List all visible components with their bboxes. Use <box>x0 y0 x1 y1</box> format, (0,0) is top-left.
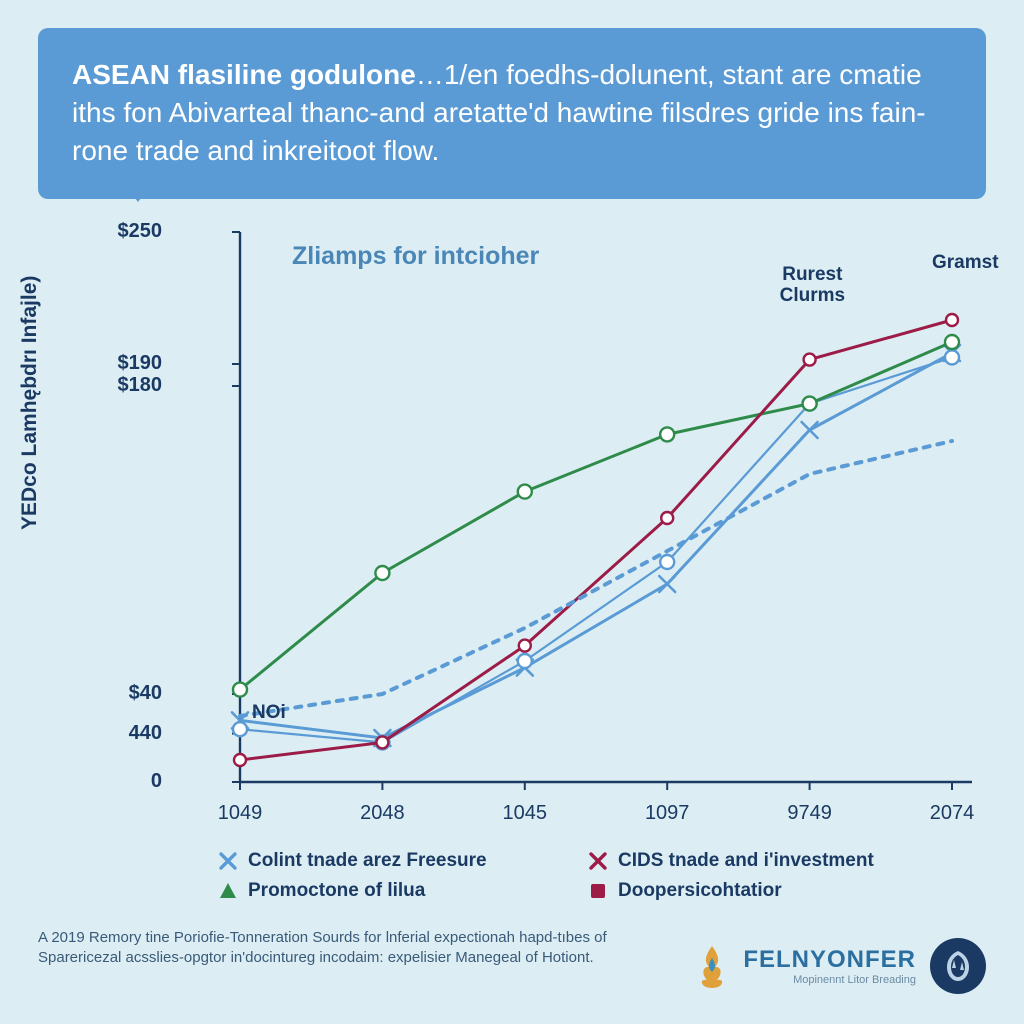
logo-sub: Mopinennt Litor Breading <box>743 974 916 986</box>
legend-label: CIDS tnade and i'investment <box>618 850 874 872</box>
logo-badge-icon <box>930 938 986 994</box>
logo-block: FELNYONFER Mopinennt Litor Breading <box>695 938 986 994</box>
footnote-text: A 2019 Remory tine Poriofie-Tonneration … <box>38 928 638 969</box>
legend-item: Colint tnade arez Freesure <box>218 850 568 872</box>
legend: Colint tnade arez Freesure CIDS tnade and… <box>218 850 938 902</box>
legend-label: Promoctone of lilua <box>248 880 425 902</box>
legend-marker-icon <box>218 851 238 871</box>
y-tick-label: $180 <box>92 374 162 397</box>
x-tick-label: 1049 <box>200 802 280 825</box>
chart-annotation: NOi <box>252 702 286 724</box>
legend-marker-icon <box>588 881 608 901</box>
legend-marker-icon <box>218 881 238 901</box>
logo-main: FELNYONFER <box>743 946 916 974</box>
chart-annotation: Gramst <box>932 252 999 274</box>
callout-box: ASEAN flasiline godulone…1/en foedhs-dol… <box>38 28 986 199</box>
x-tick-label: 9749 <box>770 802 850 825</box>
logo-text: FELNYONFER Mopinennt Litor Breading <box>743 946 916 986</box>
callout-tail-icon <box>120 178 156 202</box>
y-tick-label: $250 <box>92 220 162 243</box>
y-tick-label: $40 <box>92 682 162 705</box>
legend-marker-icon <box>588 851 608 871</box>
y-tick-label: 0 <box>92 770 162 793</box>
callout-text: ASEAN flasiline godulone…1/en foedhs-dol… <box>72 56 952 169</box>
legend-label: Colint tnade arez Freesure <box>248 850 487 872</box>
y-axis-label: YEDco Lamhębdrı Infajle) <box>18 276 42 530</box>
legend-item: Doopersicohtatior <box>588 880 938 902</box>
x-tick-label: 2074 <box>912 802 992 825</box>
y-tick-label: $190 <box>92 352 162 375</box>
legend-item: Promoctone of lilua <box>218 880 568 902</box>
x-tick-label: 1045 <box>485 802 565 825</box>
x-tick-label: 2048 <box>342 802 422 825</box>
flame-icon <box>695 944 729 988</box>
y-tick-label: 440 <box>92 722 162 745</box>
x-tick-label: 1097 <box>627 802 707 825</box>
chart-svg <box>72 222 990 832</box>
legend-label: Doopersicohtatior <box>618 880 782 902</box>
legend-item: CIDS tnade and i'investment <box>588 850 938 872</box>
chart-annotation: RurestClurms <box>780 264 845 308</box>
chart-area: Zliamps for intcioher $250$190$180$40440… <box>72 222 990 832</box>
